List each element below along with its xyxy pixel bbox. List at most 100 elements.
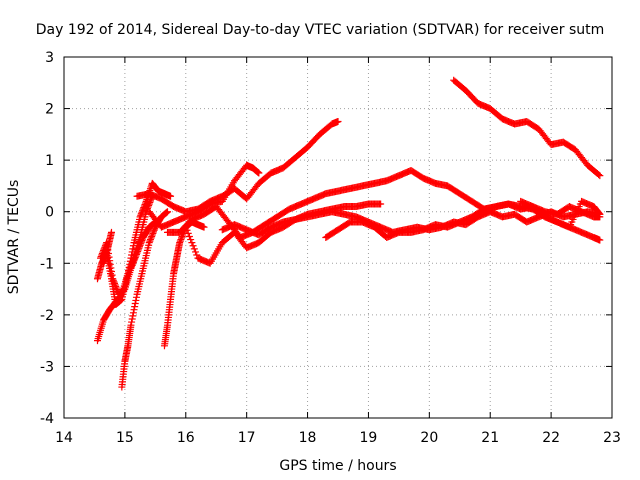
data-point	[185, 232, 193, 240]
data-point	[111, 281, 119, 289]
data-point	[129, 258, 137, 266]
data-point	[595, 171, 603, 179]
x-tick-label: 23	[603, 430, 621, 446]
data-point	[595, 209, 603, 217]
y-tick-label: -1	[40, 256, 54, 272]
data-point	[137, 210, 145, 218]
data-point	[137, 211, 145, 219]
data-point	[140, 202, 148, 210]
data-point	[128, 261, 136, 269]
data-point	[129, 309, 137, 317]
data-point	[139, 207, 147, 215]
data-point	[146, 237, 154, 245]
data-point	[142, 199, 150, 207]
x-tick-label: 18	[299, 430, 317, 446]
data-point	[109, 275, 117, 283]
x-tick-label: 19	[360, 430, 378, 446]
y-tick-label: -4	[40, 411, 54, 427]
data-point	[188, 239, 196, 247]
data-point	[138, 208, 146, 216]
y-tick-labels: -4 -3 -2 -1 0 1 2 3	[40, 50, 54, 427]
data-point	[200, 223, 208, 231]
chart-title: Day 192 of 2014, Sidereal Day-to-day VTE…	[36, 22, 605, 38]
x-axis-label: GPS time / hours	[279, 458, 396, 474]
data-point	[111, 279, 119, 287]
data-point	[334, 117, 342, 125]
series-12	[322, 200, 604, 241]
data-point	[190, 245, 198, 253]
data-point	[184, 229, 192, 237]
x-tick-label: 17	[238, 430, 256, 446]
data-point	[112, 284, 120, 292]
data-point	[176, 237, 184, 245]
data-point	[150, 226, 158, 234]
data-point	[129, 260, 137, 268]
data-point	[134, 246, 142, 254]
series-5	[118, 208, 172, 391]
data-point	[148, 231, 156, 239]
data-point	[178, 232, 186, 240]
series-4	[100, 228, 115, 267]
data-point	[177, 236, 185, 244]
data-point	[106, 260, 114, 268]
y-tick-label: 2	[45, 102, 54, 118]
data-point	[136, 241, 144, 249]
data-points	[93, 76, 604, 391]
data-point	[127, 264, 135, 272]
x-tick-label: 15	[116, 430, 134, 446]
data-point	[131, 303, 139, 311]
data-point	[127, 321, 135, 329]
data-point	[138, 237, 146, 245]
data-point	[132, 293, 140, 301]
x-tick-label: 20	[420, 430, 438, 446]
data-point	[109, 276, 117, 284]
data-point	[128, 263, 136, 271]
data-point	[130, 306, 138, 314]
y-tick-label: 1	[45, 153, 54, 169]
data-point	[192, 248, 200, 256]
data-point	[131, 300, 139, 308]
data-point	[129, 242, 137, 250]
data-point	[141, 200, 149, 208]
data-point	[193, 251, 201, 259]
data-point	[108, 271, 116, 279]
y-tick-label: 3	[45, 50, 54, 66]
data-point	[112, 282, 120, 290]
data-point	[131, 255, 139, 263]
data-point	[596, 172, 604, 180]
data-point	[113, 286, 121, 294]
series-13	[450, 76, 604, 180]
data-point	[189, 242, 197, 250]
data-point	[149, 229, 157, 237]
x-tick-label: 21	[481, 430, 499, 446]
data-point	[135, 244, 143, 252]
data-point	[132, 296, 140, 304]
data-point	[129, 245, 137, 253]
data-point	[107, 228, 115, 236]
data-point	[147, 234, 155, 242]
y-tick-label: 0	[45, 205, 54, 221]
data-point	[107, 268, 115, 276]
data-point	[129, 312, 137, 320]
data-point	[130, 257, 138, 265]
data-point	[139, 205, 147, 213]
series-14	[517, 197, 604, 231]
data-point	[183, 226, 191, 234]
data-point	[164, 208, 172, 216]
data-point	[187, 236, 195, 244]
data-point	[107, 264, 115, 272]
data-point	[377, 200, 385, 208]
series-6	[160, 218, 208, 350]
data-point	[132, 252, 140, 260]
data-point	[148, 232, 156, 240]
data-point	[255, 169, 263, 177]
data-point	[134, 247, 142, 255]
axis-ticks	[63, 56, 613, 419]
x-tick-labels: 14 15 16 17 18 19 20 21 22 23	[55, 430, 621, 446]
data-point	[182, 223, 190, 231]
data-point	[128, 315, 136, 323]
plot-frame	[63, 56, 613, 419]
data-point	[110, 278, 118, 286]
data-point	[167, 192, 175, 200]
